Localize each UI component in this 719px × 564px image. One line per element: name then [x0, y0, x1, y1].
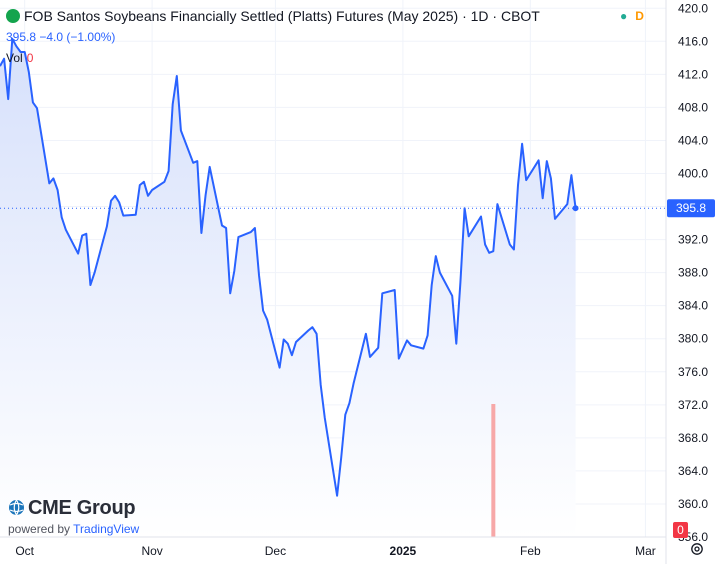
settings-gear-icon[interactable]	[690, 542, 704, 556]
y-tick-label: 404.0	[678, 133, 708, 147]
y-tick-label: 364.0	[678, 464, 708, 478]
branding[interactable]: CME Group powered by TradingView	[8, 497, 139, 536]
time-axis[interactable]: Oct Nov Dec 2025 Feb Mar	[15, 544, 655, 558]
y-tick-label: 392.0	[678, 233, 708, 247]
last-price: 395.8	[6, 30, 37, 44]
x-tick-label: Oct	[15, 544, 34, 558]
x-tick-label: 2025	[390, 544, 417, 558]
volume-label: Vol	[6, 51, 23, 65]
cme-logo[interactable]: CME Group	[8, 497, 139, 520]
price-area-fill	[0, 38, 576, 538]
axis-badges: 395.80	[667, 199, 715, 538]
tradingview-link[interactable]: TradingView	[73, 522, 140, 536]
x-tick-label: Dec	[265, 544, 286, 558]
x-tick-label: Feb	[520, 544, 541, 558]
y-tick-label: 412.0	[678, 67, 708, 81]
y-tick-label: 400.0	[678, 166, 708, 180]
exchange-logo-icon	[6, 9, 20, 23]
last-price-badge-bg	[667, 199, 715, 218]
y-tick-label: 384.0	[678, 299, 708, 313]
x-tick-label: Nov	[141, 544, 162, 558]
symbol-title: FOB Santos Soybeans Financially Settled …	[24, 8, 540, 24]
volume-value: 0	[26, 51, 34, 65]
market-status-icon[interactable]: ●	[620, 9, 628, 23]
logo-text: CME Group	[28, 497, 136, 519]
y-tick-label: 360.0	[678, 497, 708, 511]
y-tick-label: 420.0	[678, 1, 708, 15]
price-line	[0, 37, 577, 497]
globe-icon	[9, 499, 24, 516]
last-price-dot	[572, 205, 579, 212]
y-tick-label: 408.0	[678, 100, 708, 114]
powered-by[interactable]: powered by TradingView	[8, 522, 139, 536]
volume-bar	[491, 404, 496, 537]
price-change: −4.0 (−1.00%)	[39, 30, 116, 44]
powered-by-prefix: powered by	[8, 522, 71, 536]
price-quote: 395.8 −4.0 (−1.00%)	[6, 30, 115, 44]
volume-badge-bg	[673, 522, 688, 538]
y-tick-label: 416.0	[678, 34, 708, 48]
y-tick-label: 388.0	[678, 266, 708, 280]
symbol-header[interactable]: FOB Santos Soybeans Financially Settled …	[6, 8, 540, 24]
y-tick-label: 380.0	[678, 332, 708, 346]
y-tick-label: 368.0	[678, 431, 708, 445]
last-price-badge: 395.8	[676, 201, 706, 215]
status-indicators[interactable]: ● D	[620, 9, 644, 23]
delayed-data-badge[interactable]: D	[635, 9, 644, 23]
volume-badge: 0	[677, 523, 684, 537]
price-axis[interactable]: 420.0416.0412.0408.0404.0400.0396.0392.0…	[678, 1, 708, 544]
y-tick-label: 372.0	[678, 398, 708, 412]
y-tick-label: 376.0	[678, 365, 708, 379]
x-tick-label: Mar	[635, 544, 656, 558]
volume-legend[interactable]: Vol 0	[6, 51, 33, 65]
